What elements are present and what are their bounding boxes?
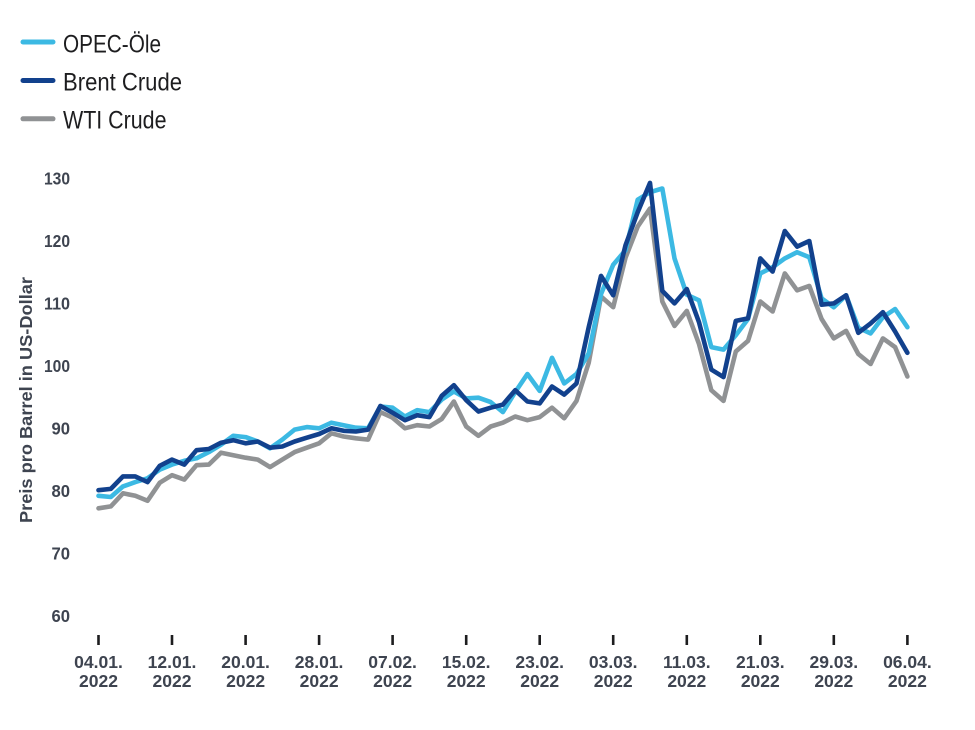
svg-text:03.03.: 03.03. <box>589 652 638 672</box>
svg-text:60: 60 <box>52 606 71 626</box>
svg-text:2022: 2022 <box>741 671 780 691</box>
svg-text:80: 80 <box>52 481 71 501</box>
svg-text:70: 70 <box>52 544 71 564</box>
svg-text:06.04.: 06.04. <box>883 652 932 672</box>
svg-text:2022: 2022 <box>814 671 853 691</box>
svg-text:130: 130 <box>44 169 70 189</box>
svg-text:20.01.: 20.01. <box>221 652 270 672</box>
svg-text:2022: 2022 <box>373 671 412 691</box>
svg-text:OPEC-Öle: OPEC-Öle <box>63 31 161 59</box>
svg-text:2022: 2022 <box>447 671 486 691</box>
svg-text:100: 100 <box>44 356 70 376</box>
svg-text:23.02.: 23.02. <box>515 652 564 672</box>
svg-text:Preis pro Barrel in US-Dollar: Preis pro Barrel in US-Dollar <box>16 277 36 523</box>
svg-text:29.03.: 29.03. <box>809 652 858 672</box>
svg-text:28.01.: 28.01. <box>295 652 344 672</box>
svg-text:2022: 2022 <box>153 671 192 691</box>
svg-text:WTI Crude: WTI Crude <box>63 106 167 134</box>
svg-text:15.02.: 15.02. <box>442 652 491 672</box>
svg-text:2022: 2022 <box>594 671 633 691</box>
svg-text:2022: 2022 <box>667 671 706 691</box>
svg-text:12.01.: 12.01. <box>148 652 197 672</box>
svg-text:21.03.: 21.03. <box>736 652 785 672</box>
svg-text:90: 90 <box>52 419 71 439</box>
svg-text:11.03.: 11.03. <box>663 652 711 672</box>
svg-text:2022: 2022 <box>520 671 559 691</box>
svg-text:110: 110 <box>44 294 70 314</box>
svg-text:Brent Crude: Brent Crude <box>63 69 182 97</box>
svg-text:2022: 2022 <box>226 671 265 691</box>
svg-text:120: 120 <box>44 231 70 251</box>
svg-text:2022: 2022 <box>888 671 927 691</box>
svg-text:04.01.: 04.01. <box>74 652 123 672</box>
svg-text:2022: 2022 <box>79 671 118 691</box>
svg-text:07.02.: 07.02. <box>368 652 417 672</box>
svg-text:2022: 2022 <box>300 671 339 691</box>
